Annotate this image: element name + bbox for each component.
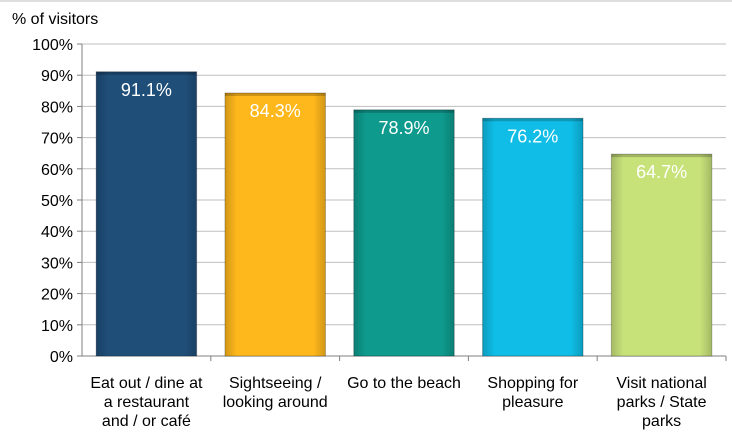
bar-shading (96, 71, 197, 356)
x-category-label-line: Go to the beach (347, 375, 461, 392)
y-tick-label: 10% (41, 318, 73, 335)
bar-top-edge (353, 109, 455, 113)
x-category-label: Eat out / dine at a restaurant and / or ca… (90, 375, 203, 430)
data-label: 91.1% (121, 80, 172, 100)
x-category-label-line: looking around (223, 394, 328, 411)
bar-shading (482, 118, 584, 356)
y-tick-label: 80% (41, 99, 73, 116)
data-label: 84.3% (250, 101, 301, 121)
bar-top-edge (224, 92, 326, 96)
x-category-label-line: a restaurant (104, 394, 190, 411)
bar-group (224, 92, 326, 357)
y-tick-label: 30% (41, 255, 73, 272)
y-tick-label: 20% (41, 287, 73, 304)
y-axis-title: % of visitors (12, 11, 98, 28)
x-category-label-line: parks (642, 413, 681, 430)
bar-group (482, 117, 584, 357)
bar-top-edge (611, 154, 712, 158)
bar-group (610, 153, 713, 357)
bar-shading (353, 109, 455, 356)
x-category-label-line: pleasure (502, 394, 563, 411)
x-category-label: Shopping for pleasure (487, 375, 578, 411)
x-category-label-line: Sightseeing / (229, 375, 322, 392)
x-category-label: Go to the beach (347, 375, 461, 392)
x-category-label-line: Shopping for (487, 375, 578, 392)
y-tick-label: 90% (41, 68, 73, 85)
x-category-label: Visit national parks / State parks (616, 375, 706, 430)
data-label: 78.9% (378, 118, 429, 138)
x-category-label-line: Visit national (616, 375, 706, 392)
bar-top-edge (96, 71, 197, 75)
y-tick-label: 60% (41, 162, 73, 179)
y-tick-label: 40% (41, 224, 73, 241)
bar-shading (224, 92, 326, 356)
data-label: 76.2% (507, 126, 558, 146)
bar-top-edge (482, 118, 584, 122)
x-category-label-line: Eat out / dine at (90, 375, 203, 392)
bar-shading (611, 154, 712, 356)
bar-group (95, 71, 198, 357)
y-tick-label: 0% (50, 349, 73, 366)
y-tick-label: 100% (32, 37, 73, 54)
x-category-label: Sightseeing / looking around (223, 375, 328, 411)
x-category-label-line: parks / State (617, 394, 707, 411)
bar-group (353, 109, 455, 357)
y-tick-label: 50% (41, 193, 73, 210)
y-tick-label: 70% (41, 131, 73, 148)
x-category-label-line: and / or café (102, 413, 191, 430)
data-label: 64.7% (636, 162, 687, 182)
